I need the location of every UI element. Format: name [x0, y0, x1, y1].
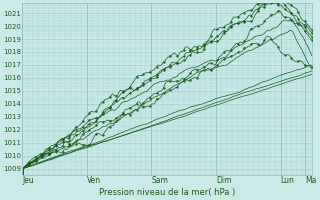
X-axis label: Pression niveau de la mer( hPa ): Pression niveau de la mer( hPa ) — [99, 188, 235, 197]
